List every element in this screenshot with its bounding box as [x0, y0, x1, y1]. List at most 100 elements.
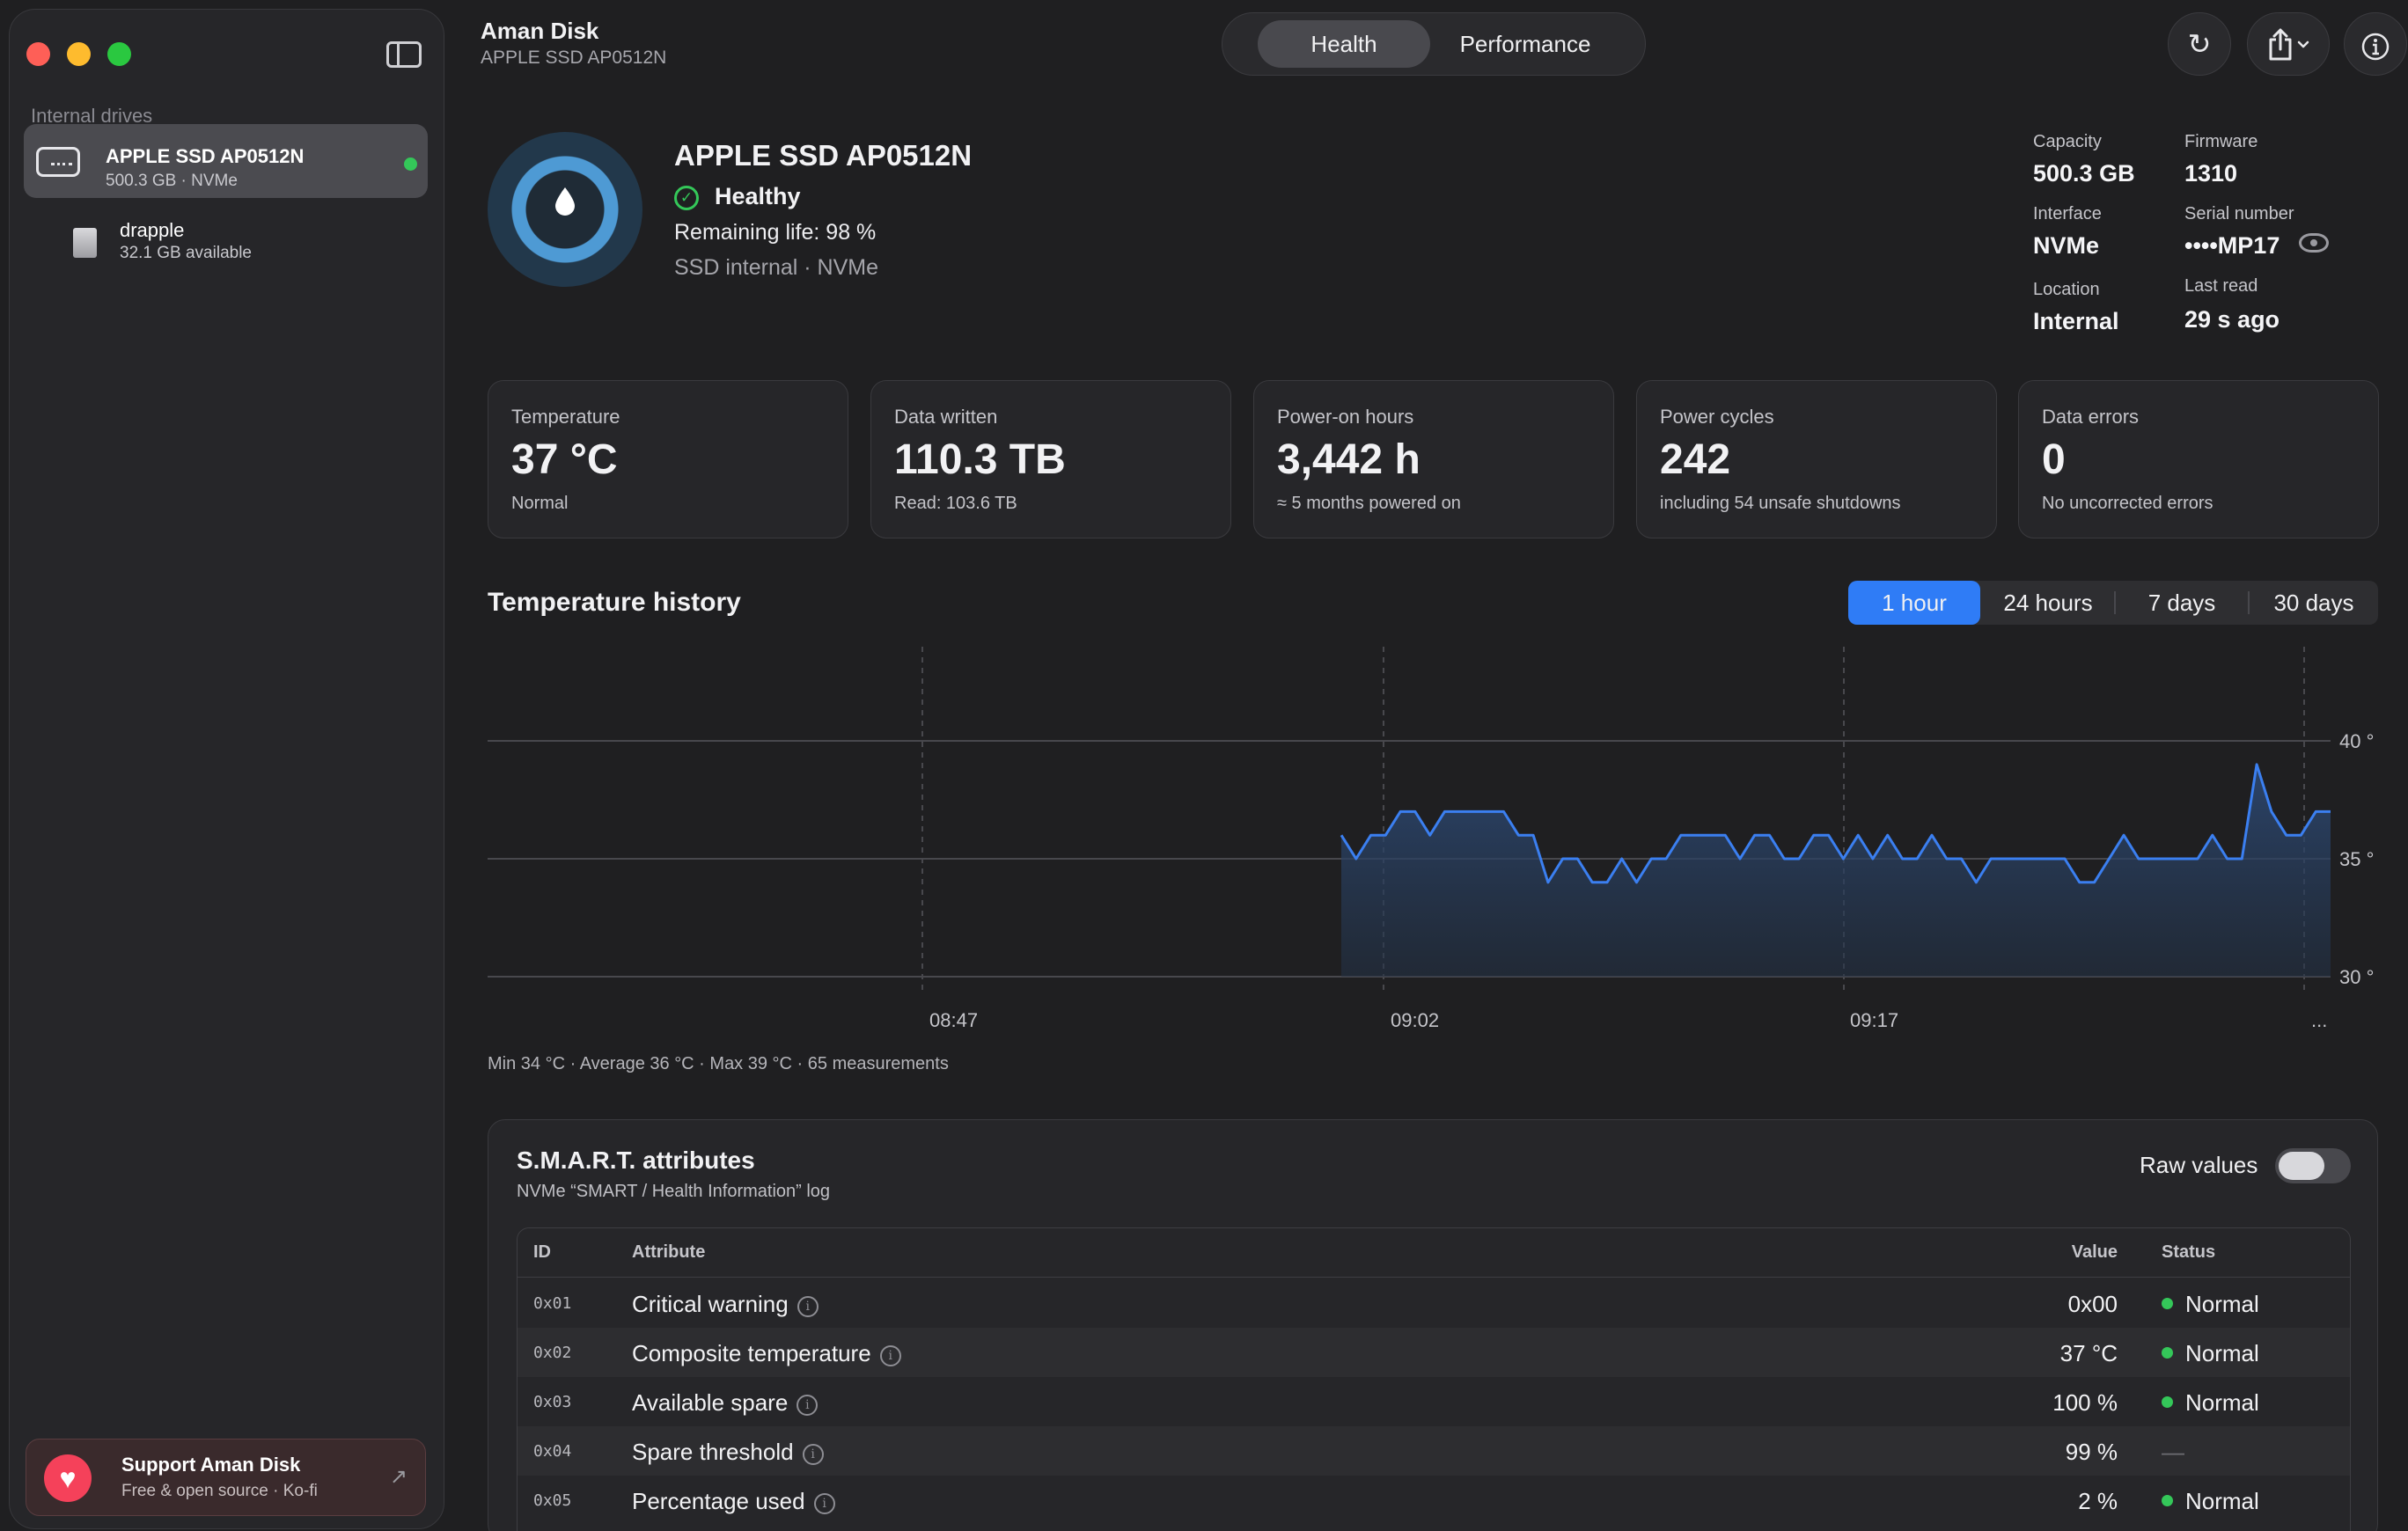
attribute-name: Critical warning i — [632, 1291, 819, 1318]
info-icon[interactable]: i — [813, 1493, 835, 1514]
firmware-label: Firmware — [2184, 132, 2258, 151]
attribute-label: Composite temperature — [632, 1340, 871, 1366]
attribute-id: 0x03 — [533, 1393, 572, 1411]
table-row[interactable]: 0x02 Composite temperature i 37 °C Normal — [518, 1328, 2350, 1377]
stat-card-power-cycles: Power cycles 242 including 54 unsafe shu… — [1636, 380, 1997, 538]
support-button[interactable]: ♥ Support Aman Disk Free & open source ·… — [26, 1439, 426, 1516]
eye-icon[interactable] — [2299, 233, 2329, 253]
y-tick-label: 40 ° — [2339, 730, 2374, 752]
attribute-name: Spare threshold i — [632, 1439, 824, 1466]
column-header-attribute[interactable]: Attribute — [632, 1242, 706, 1262]
table-row[interactable]: 0x03 Available spare i 100 % Normal — [518, 1377, 2350, 1426]
stat-card-power-on-hours: Power-on hours 3,442 h ≈ 5 months powere… — [1253, 380, 1614, 538]
y-tick-label: 35 ° — [2339, 848, 2374, 870]
attribute-id: 0x04 — [533, 1442, 572, 1461]
drive-subtitle: 500.3 GB · NVMe — [106, 172, 238, 190]
range-30-days[interactable]: 30 days — [2273, 590, 2354, 616]
range-24-hours[interactable]: 24 hours — [2003, 590, 2093, 616]
checkmark-circle-icon: ✓ — [674, 186, 699, 210]
column-header-status[interactable]: Status — [2162, 1242, 2216, 1262]
stat-label: Power cycles — [1660, 406, 1774, 428]
refresh-button[interactable]: ↻ — [2168, 12, 2231, 76]
column-header-id[interactable]: ID — [533, 1242, 551, 1262]
sidebar-item-apple-ssd[interactable]: APPLE SSD AP0512N 500.3 GB · NVMe — [24, 124, 428, 198]
attribute-value: 37 °C — [2059, 1340, 2118, 1366]
raw-values-label: Raw values — [2140, 1152, 2258, 1178]
x-tick-label: ... — [2311, 1009, 2327, 1031]
capacity-label: Capacity — [2033, 132, 2102, 151]
app-title: Aman Disk — [481, 18, 599, 44]
x-tick-label: 09:17 — [1850, 1009, 1898, 1031]
stat-value: 242 — [1660, 436, 1731, 483]
close-window-button[interactable] — [26, 42, 50, 66]
info-icon[interactable]: i — [797, 1395, 819, 1416]
range-divider — [2114, 591, 2116, 614]
time-range-segmented-control: 1 hour 24 hours 7 days 30 days — [1848, 581, 2378, 625]
temperature-chart: 40 ° 35 ° 30 ° 08:47 09:02 09:17... — [488, 647, 2374, 1031]
temperature-history-title: Temperature history — [488, 588, 741, 617]
stat-value: 3,442 h — [1277, 436, 1421, 483]
interface-line: SSD internal · NVMe — [674, 255, 879, 280]
serial-value: ••••MP17 — [2184, 232, 2280, 259]
smart-attributes-panel: S.M.A.R.T. attributes NVMe “SMART / Heal… — [488, 1119, 2378, 1531]
range-7-days[interactable]: 7 days — [2147, 590, 2216, 616]
status-dot-icon — [2162, 1396, 2173, 1408]
table-row[interactable]: 0x04 Spare threshold i 99 % — — [518, 1426, 2350, 1476]
attribute-value: 99 % — [2065, 1439, 2118, 1465]
app-subtitle: APPLE SSD AP0512N — [481, 48, 667, 68]
info-icon[interactable]: i — [797, 1296, 819, 1317]
support-subtitle: Free & open source · Ko-fi — [121, 1482, 318, 1500]
zoom-window-button[interactable] — [107, 42, 131, 66]
drive-title: APPLE SSD AP0512N — [674, 139, 973, 172]
raw-values-toggle[interactable] — [2275, 1148, 2351, 1183]
status-dot-icon — [2162, 1298, 2173, 1309]
status-dot-icon — [404, 157, 417, 171]
stat-value: 37 °C — [511, 436, 618, 483]
attribute-value: 0x00 — [2067, 1291, 2118, 1317]
tab-performance[interactable]: Performance — [1459, 31, 1591, 57]
info-icon[interactable]: i — [879, 1345, 901, 1366]
x-tick-label: 09:02 — [1391, 1009, 1439, 1031]
stat-card-data-errors: Data errors 0 No uncorrected errors — [2018, 380, 2379, 538]
last-read-value: 29 s ago — [2184, 306, 2280, 333]
info-button[interactable] — [2344, 12, 2407, 76]
status-dot-icon — [2162, 1347, 2173, 1359]
sidebar-toggle-icon[interactable] — [386, 41, 422, 68]
tab-health[interactable]: Health — [1258, 20, 1430, 68]
drop-icon — [555, 187, 575, 216]
minimize-window-button[interactable] — [67, 42, 91, 66]
view-segmented-control: Health Performance — [1222, 12, 1646, 76]
info-icon[interactable]: i — [802, 1444, 824, 1465]
stat-label: Power-on hours — [1277, 406, 1414, 428]
attribute-id: 0x02 — [533, 1344, 572, 1362]
sidebar-item-drapple[interactable]: drapple 32.1 GB available — [24, 203, 428, 267]
temperature-stats: Min 34 °C · Average 36 °C · Max 39 °C · … — [488, 1054, 949, 1073]
table-row[interactable]: 0x01 Critical warning i 0x00 Normal — [518, 1278, 2350, 1328]
sidebar: Internal drives APPLE SSD AP0512N 500.3 … — [9, 9, 444, 1529]
volume-subtitle: 32.1 GB available — [120, 244, 252, 262]
external-link-arrow-icon: ↗ — [389, 1465, 407, 1489]
share-menu-button[interactable] — [2247, 12, 2330, 76]
volume-name: drapple — [120, 219, 185, 241]
table-row[interactable]: 0x05 Percentage used i 2 % Normal — [518, 1476, 2350, 1525]
location-value: Internal — [2033, 308, 2119, 334]
share-icon — [2269, 28, 2309, 61]
volume-icon — [73, 228, 97, 258]
column-header-value[interactable]: Value — [2071, 1242, 2118, 1262]
attribute-id: 0x05 — [533, 1491, 572, 1510]
stat-subtitle: No uncorrected errors — [2042, 494, 2213, 513]
range-1-hour[interactable]: 1 hour — [1848, 581, 1980, 625]
section-label-internal-drives: Internal drives — [31, 105, 153, 127]
internal-drive-icon — [36, 147, 80, 177]
stat-card-data-written: Data written 110.3 TB Read: 103.6 TB — [870, 380, 1231, 538]
location-label: Location — [2033, 280, 2100, 299]
attribute-id: 0x01 — [533, 1294, 572, 1313]
remaining-life: Remaining life: 98 % — [674, 220, 877, 245]
attribute-status: Normal — [2162, 1488, 2259, 1515]
y-tick-label: 30 ° — [2339, 966, 2374, 988]
range-divider — [2248, 591, 2250, 614]
serial-label: Serial number — [2184, 204, 2294, 223]
stat-subtitle: including 54 unsafe shutdowns — [1660, 494, 1901, 513]
last-read-label: Last read — [2184, 276, 2258, 296]
interface-label: Interface — [2033, 204, 2102, 223]
